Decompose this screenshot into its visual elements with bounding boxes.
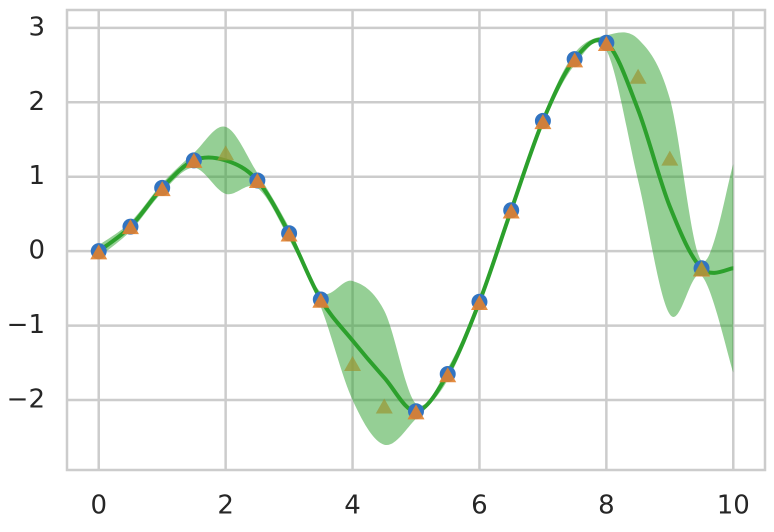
- x-tick-label: 10: [717, 491, 750, 521]
- data-point: [248, 172, 266, 188]
- data-point: [153, 181, 171, 197]
- x-tick-label: 0: [90, 491, 107, 521]
- data-point: [375, 398, 393, 414]
- data-point: [566, 52, 584, 68]
- data-point: [502, 203, 520, 219]
- data-point: [597, 35, 615, 51]
- y-tick-label: 1: [28, 161, 45, 191]
- y-tick-label: −2: [7, 385, 45, 415]
- confidence-band: [98, 32, 734, 446]
- data-point: [90, 244, 108, 260]
- data-point: [121, 219, 139, 235]
- data-point: [661, 150, 679, 166]
- data-point: [344, 356, 362, 372]
- data-point: [185, 152, 203, 168]
- data-point: [629, 68, 647, 84]
- data-point: [312, 292, 330, 308]
- data-point: [217, 145, 235, 161]
- y-tick-label: 2: [28, 87, 45, 117]
- y-tick-label: 3: [28, 12, 45, 42]
- plot-frame: [65, 8, 767, 472]
- x-tick-label: 2: [217, 491, 234, 521]
- data-point: [470, 295, 488, 311]
- x-tick-label: 8: [598, 491, 615, 521]
- data-point: [534, 114, 552, 130]
- mean-line: [97, 37, 734, 414]
- data-point: [280, 226, 298, 242]
- x-tick-label: 6: [471, 491, 488, 521]
- data-point: [407, 404, 425, 420]
- data-point: [693, 260, 711, 276]
- data-point: [439, 367, 457, 383]
- y-tick-label: 0: [28, 236, 45, 266]
- y-tick-label: −1: [7, 310, 45, 340]
- x-tick-label: 4: [344, 491, 361, 521]
